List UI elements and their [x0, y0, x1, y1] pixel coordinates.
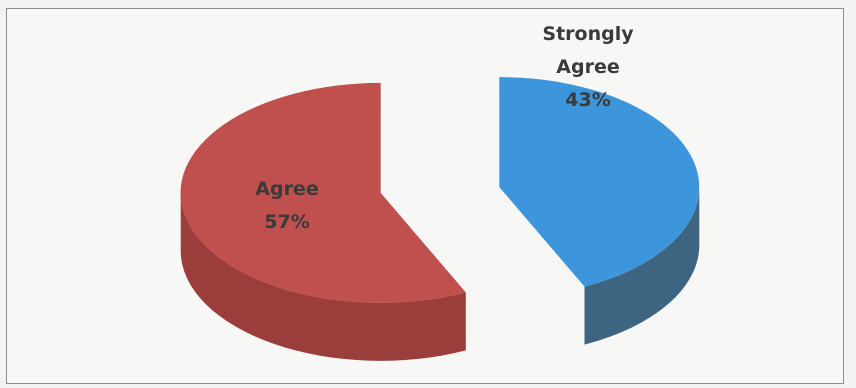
label-strongly-agree-line1: Strongly	[542, 23, 634, 45]
label-agree: Agree	[255, 178, 318, 200]
label-agree-percent: 57%	[264, 211, 309, 233]
slice-strongly-agree	[499, 77, 700, 287]
slice-side-agree	[180, 82, 466, 361]
label-strongly-agree-line2: Agree	[556, 56, 619, 78]
slice-side-strongly-agree	[499, 77, 700, 345]
slice-agree	[180, 82, 466, 303]
label-strongly-agree-percent: 43%	[565, 89, 610, 111]
